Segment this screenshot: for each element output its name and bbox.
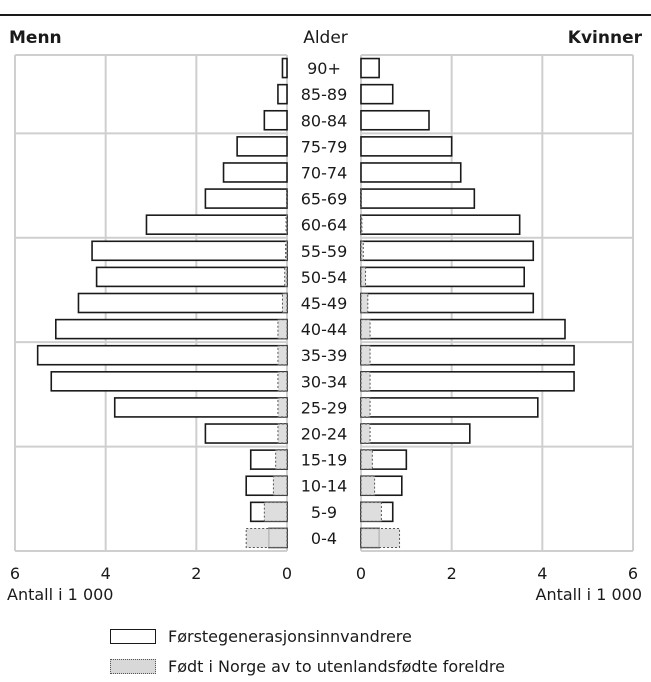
legend-swatch-norwegian-born bbox=[110, 659, 156, 674]
bar-men-norwegian-born bbox=[263, 501, 288, 522]
age-label: 35-39 bbox=[301, 346, 348, 365]
bar-women-first-generation bbox=[360, 136, 453, 157]
age-label: 90+ bbox=[307, 59, 341, 78]
x-tick-label-right: 4 bbox=[537, 564, 547, 583]
bar-women-first-generation bbox=[360, 318, 566, 340]
bar-women-first-generation bbox=[360, 162, 462, 183]
bar-men-norwegian-born bbox=[285, 240, 288, 261]
bar-men-norwegian-born bbox=[277, 371, 288, 392]
bar-men-norwegian-born bbox=[275, 449, 288, 470]
age-label: 40-44 bbox=[301, 320, 348, 339]
age-label: 45-49 bbox=[301, 294, 348, 313]
legend-swatch-first-generation bbox=[110, 629, 156, 644]
bar-men-first-generation bbox=[77, 292, 288, 314]
bar-women-norwegian-born bbox=[360, 345, 371, 366]
bar-men-first-generation bbox=[113, 397, 288, 418]
bar-women-first-generation bbox=[360, 266, 525, 288]
bar-men-norwegian-born bbox=[284, 266, 288, 287]
bar-men-first-generation bbox=[222, 162, 288, 183]
age-label: 30-34 bbox=[301, 372, 348, 391]
bar-women-norwegian-born bbox=[360, 240, 364, 261]
bar-women-norwegian-born bbox=[360, 423, 371, 444]
bar-women-norwegian-born bbox=[360, 527, 401, 548]
age-label: 75-79 bbox=[301, 137, 348, 156]
x-axis-title-right: Antall i 1 000 bbox=[535, 585, 642, 604]
bar-men-first-generation bbox=[50, 371, 288, 392]
bar-women-first-generation bbox=[360, 83, 394, 105]
bar-women-norwegian-born bbox=[360, 266, 367, 287]
bar-men-first-generation bbox=[91, 240, 288, 262]
right-panel-title: Kvinner bbox=[567, 28, 642, 48]
x-tick-label-left: 4 bbox=[101, 564, 111, 583]
bar-men-norwegian-born bbox=[245, 527, 288, 548]
x-tick-label-left: 2 bbox=[191, 564, 201, 583]
age-label: 55-59 bbox=[301, 242, 348, 261]
bar-women-norwegian-born bbox=[360, 501, 382, 522]
bar-men-first-generation bbox=[277, 83, 288, 105]
bar-men-first-generation bbox=[204, 423, 288, 444]
x-tick-label-left: 0 bbox=[282, 564, 292, 583]
age-label: 5-9 bbox=[311, 503, 337, 522]
legend-label-norwegian-born: Født i Norge av to utenlandsfødte foreld… bbox=[168, 657, 505, 676]
bar-men-norwegian-born bbox=[277, 319, 288, 340]
legend-label-first-generation: Førstegenerasjonsinnvandrere bbox=[168, 627, 412, 646]
bar-women-norwegian-born bbox=[360, 371, 371, 392]
age-label: 85-89 bbox=[301, 85, 348, 104]
bar-men-first-generation bbox=[95, 266, 288, 288]
bar-men-norwegian-born bbox=[277, 345, 288, 366]
bar-men-norwegian-born bbox=[272, 475, 288, 496]
bar-men-first-generation bbox=[281, 57, 288, 79]
x-tick-label-right: 2 bbox=[447, 564, 457, 583]
bar-women-norwegian-born bbox=[360, 397, 371, 418]
age-label: 80-84 bbox=[301, 111, 348, 130]
bar-men-first-generation bbox=[145, 214, 288, 235]
bar-women-norwegian-born bbox=[360, 214, 363, 235]
bar-women-first-generation bbox=[360, 214, 521, 235]
age-label: 25-29 bbox=[301, 398, 348, 417]
x-tick-label-right: 0 bbox=[356, 564, 366, 583]
bar-men-norwegian-born bbox=[281, 293, 288, 313]
top-rule bbox=[0, 14, 651, 16]
age-label: 60-64 bbox=[301, 216, 348, 235]
bar-women-first-generation bbox=[360, 109, 430, 131]
bar-women-norwegian-born bbox=[360, 449, 373, 470]
left-panel-title: Menn bbox=[9, 28, 62, 48]
bar-women-first-generation bbox=[360, 292, 535, 314]
age-label: 50-54 bbox=[301, 268, 348, 287]
age-label: 0-4 bbox=[311, 529, 337, 548]
age-label: 65-69 bbox=[301, 190, 348, 209]
bar-women-first-generation bbox=[360, 423, 471, 444]
bar-men-first-generation bbox=[204, 188, 288, 209]
bar-men-first-generation bbox=[236, 136, 288, 157]
bar-women-first-generation bbox=[360, 57, 380, 79]
age-axis-title: Alder bbox=[303, 28, 348, 48]
bar-men-norwegian-born bbox=[277, 423, 288, 444]
bar-men-first-generation bbox=[54, 318, 288, 340]
bar-men-norwegian-born bbox=[277, 397, 288, 418]
bar-women-first-generation bbox=[360, 188, 476, 209]
bar-men-first-generation bbox=[36, 344, 288, 366]
x-tick-label-right: 6 bbox=[628, 564, 638, 583]
age-label: 70-74 bbox=[301, 163, 348, 182]
x-tick-label-left: 6 bbox=[10, 564, 20, 583]
age-label: 10-14 bbox=[301, 477, 348, 496]
age-label: 20-24 bbox=[301, 425, 348, 444]
bar-women-first-generation bbox=[360, 371, 575, 392]
bar-women-norwegian-born bbox=[360, 319, 371, 340]
bar-men-norwegian-born bbox=[285, 214, 288, 235]
bar-women-first-generation bbox=[360, 240, 535, 262]
x-axis-title-left: Antall i 1 000 bbox=[7, 585, 114, 604]
bar-women-norwegian-born bbox=[360, 475, 376, 496]
bar-women-first-generation bbox=[360, 344, 575, 366]
bar-men-first-generation bbox=[263, 109, 288, 131]
bar-women-first-generation bbox=[360, 397, 539, 418]
age-label: 15-19 bbox=[301, 451, 348, 470]
bar-women-norwegian-born bbox=[360, 293, 369, 313]
